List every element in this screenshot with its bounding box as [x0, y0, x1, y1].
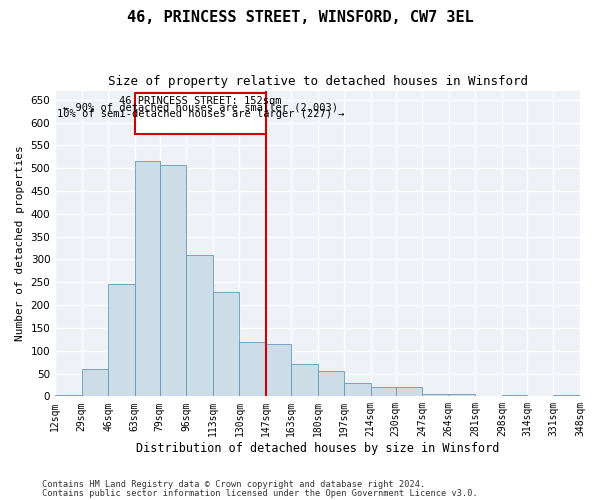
Bar — [344, 382, 371, 396]
Bar — [108, 284, 135, 397]
Bar — [213, 292, 239, 397]
FancyBboxPatch shape — [135, 93, 266, 134]
Bar — [291, 364, 317, 396]
Bar — [449, 394, 475, 396]
Title: Size of property relative to detached houses in Winsford: Size of property relative to detached ho… — [107, 75, 527, 88]
Y-axis label: Number of detached properties: Number of detached properties — [15, 146, 25, 342]
X-axis label: Distribution of detached houses by size in Winsford: Distribution of detached houses by size … — [136, 442, 499, 455]
Bar — [82, 369, 108, 396]
Text: Contains HM Land Registry data © Crown copyright and database right 2024.: Contains HM Land Registry data © Crown c… — [42, 480, 425, 489]
Bar — [160, 165, 187, 396]
Bar — [371, 387, 395, 396]
Text: 46, PRINCESS STREET, WINSFORD, CW7 3EL: 46, PRINCESS STREET, WINSFORD, CW7 3EL — [127, 10, 473, 25]
Bar — [266, 344, 291, 397]
Bar — [395, 387, 422, 396]
Bar — [55, 395, 82, 396]
Text: 10% of semi-detached houses are larger (227) →: 10% of semi-detached houses are larger (… — [56, 110, 344, 120]
Bar — [553, 395, 580, 396]
Bar — [135, 162, 160, 396]
Bar — [422, 394, 449, 396]
Bar — [187, 255, 213, 396]
Text: 46 PRINCESS STREET: 152sqm: 46 PRINCESS STREET: 152sqm — [119, 96, 281, 106]
Bar — [239, 342, 266, 396]
Bar — [317, 371, 344, 396]
Text: Contains public sector information licensed under the Open Government Licence v3: Contains public sector information licen… — [42, 488, 478, 498]
Bar — [502, 395, 527, 396]
Text: ← 90% of detached houses are smaller (2,003): ← 90% of detached houses are smaller (2,… — [63, 103, 338, 113]
